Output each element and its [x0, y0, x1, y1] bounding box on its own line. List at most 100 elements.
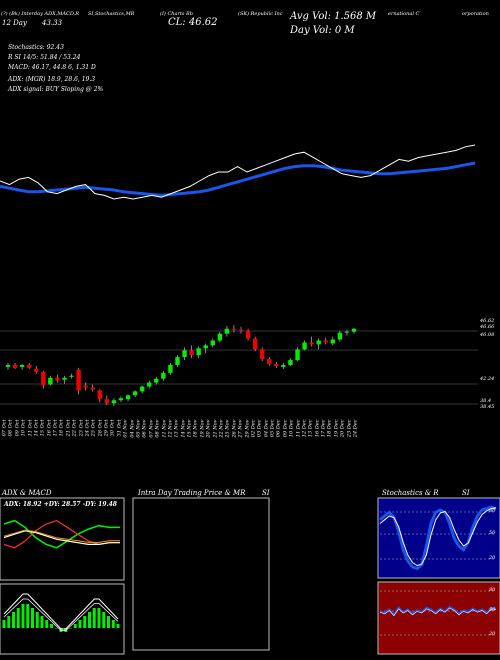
macd-histogram-bar	[92, 608, 96, 628]
macd-histogram-bar	[16, 608, 20, 628]
macd-histogram-bar	[73, 624, 77, 628]
candle-up	[69, 375, 74, 377]
candle-up	[62, 377, 67, 380]
stoch-level-50: 50	[489, 530, 496, 536]
macd-histogram-bar	[78, 620, 82, 628]
candle-up	[139, 386, 145, 392]
macd-histogram-bar	[7, 616, 11, 628]
macd-histogram-bar	[69, 628, 72, 629]
candle-up	[344, 331, 350, 333]
plus-di-line	[3, 519, 120, 549]
adx-line	[3, 530, 120, 546]
candle-down	[83, 385, 88, 388]
candle-down	[252, 338, 258, 350]
day-value: 43.33	[42, 19, 63, 27]
price-level-3: 46.08	[480, 332, 495, 338]
price-level-2: 46.66	[480, 324, 495, 330]
candle-up	[281, 364, 286, 367]
rsi-signal-line	[379, 607, 497, 617]
candle-up	[351, 328, 357, 332]
stoch-panel-title: Stochastics & R	[382, 489, 439, 497]
candle-up	[175, 357, 180, 365]
macd-signal-line	[3, 598, 119, 631]
macd-histogram-bar	[50, 624, 53, 628]
main-price-chart	[0, 144, 478, 407]
rsi-panel-frame	[377, 581, 500, 655]
candle-up	[316, 340, 321, 345]
adx-values: ADX: 18.92 +DY: 28.57 -DY: 19.48	[4, 501, 117, 508]
macd-histogram-bar	[2, 620, 6, 628]
macd-histogram-bar	[116, 624, 120, 628]
candle-up	[48, 377, 53, 385]
macd-histogram-bar	[21, 604, 25, 628]
intraday-panel-si: SI	[262, 489, 270, 497]
rsi-level-50: 50	[489, 607, 496, 613]
candle-down	[76, 369, 81, 391]
macd-histogram-bar	[97, 608, 101, 628]
day-volume: Day Vol: 0 M	[290, 25, 355, 36]
day-label: 12 Day	[2, 19, 27, 27]
adx-reading: ADX: (MGR) 18.9, 28.6, 19.3	[8, 76, 96, 83]
stochastics-line	[379, 505, 497, 571]
candle-up	[203, 345, 208, 349]
macd-reading: MACD: 46.17, 44.8 6, 1.31 D	[8, 64, 96, 71]
candle-down	[245, 330, 251, 339]
header-title: (?) (Bk) Interday ADX,MACD,R	[1, 11, 80, 17]
candle-down	[238, 329, 244, 331]
close-value: CL: 46.62	[168, 17, 218, 28]
header-title-charts: (I) Charts Bb	[160, 11, 193, 17]
candle-down	[231, 328, 237, 330]
macd-histogram-bar	[88, 612, 91, 628]
candle-down	[26, 364, 32, 368]
rsi-reading: R SI 14/5: 51.84 / 53.24	[8, 54, 81, 61]
macd-line	[3, 593, 119, 630]
price-level-1: 46.62	[480, 318, 495, 324]
candle-up	[168, 364, 173, 373]
stoch-level-80: 80	[489, 508, 496, 514]
candle-down	[34, 368, 39, 372]
stochastics-reading: Stochastics: 92.43	[8, 44, 64, 51]
candle-up	[302, 342, 307, 350]
macd-histogram-bar	[102, 612, 106, 628]
candle-up	[337, 332, 343, 340]
candle-down	[55, 377, 60, 381]
candle-down	[274, 364, 279, 366]
candle-down	[104, 399, 110, 404]
header-title-company-3: orporation	[462, 11, 489, 17]
rsi-level-80: 80	[489, 587, 496, 593]
adx-panel-title: ADX & MACD	[2, 489, 52, 497]
rsi-line	[379, 605, 497, 617]
header-title-indicators: SI,Stochastics,MR	[88, 11, 135, 17]
stochastics-signal-line	[379, 507, 497, 567]
price-level-6: 38.45	[480, 404, 495, 410]
candle-down	[97, 390, 102, 400]
header-title-company-2: ernational C	[388, 11, 420, 17]
candle-up	[295, 349, 300, 361]
candle-down	[41, 371, 46, 386]
candle-down	[90, 387, 95, 390]
price-level-5: 38.4	[480, 398, 492, 404]
candle-up	[125, 395, 131, 400]
candle-up	[196, 348, 201, 356]
candle-down	[189, 350, 194, 356]
candle-up	[217, 333, 223, 341]
macd-histogram-bar	[12, 612, 15, 628]
intraday-panel-frame	[132, 497, 270, 651]
rsi-level-20: 20	[489, 631, 496, 637]
candle-up	[288, 360, 293, 365]
macd-histogram-bar	[26, 604, 30, 628]
candle-down	[12, 364, 18, 368]
candle-up	[132, 391, 138, 396]
candle-up	[330, 339, 336, 344]
candle-up	[154, 378, 159, 383]
macd-histogram-bar	[35, 612, 39, 628]
candle-down	[267, 359, 272, 364]
avg-volume: Avg Vol: 1.568 M	[290, 11, 377, 22]
macd-histogram-bar	[31, 608, 34, 628]
stoch-level-20: 20	[489, 555, 496, 561]
price-level-4: 42.24	[480, 376, 495, 382]
candle-down	[260, 349, 265, 360]
macd-histogram-bar	[107, 616, 110, 628]
candle-up	[161, 372, 166, 379]
candle-up	[224, 328, 230, 334]
